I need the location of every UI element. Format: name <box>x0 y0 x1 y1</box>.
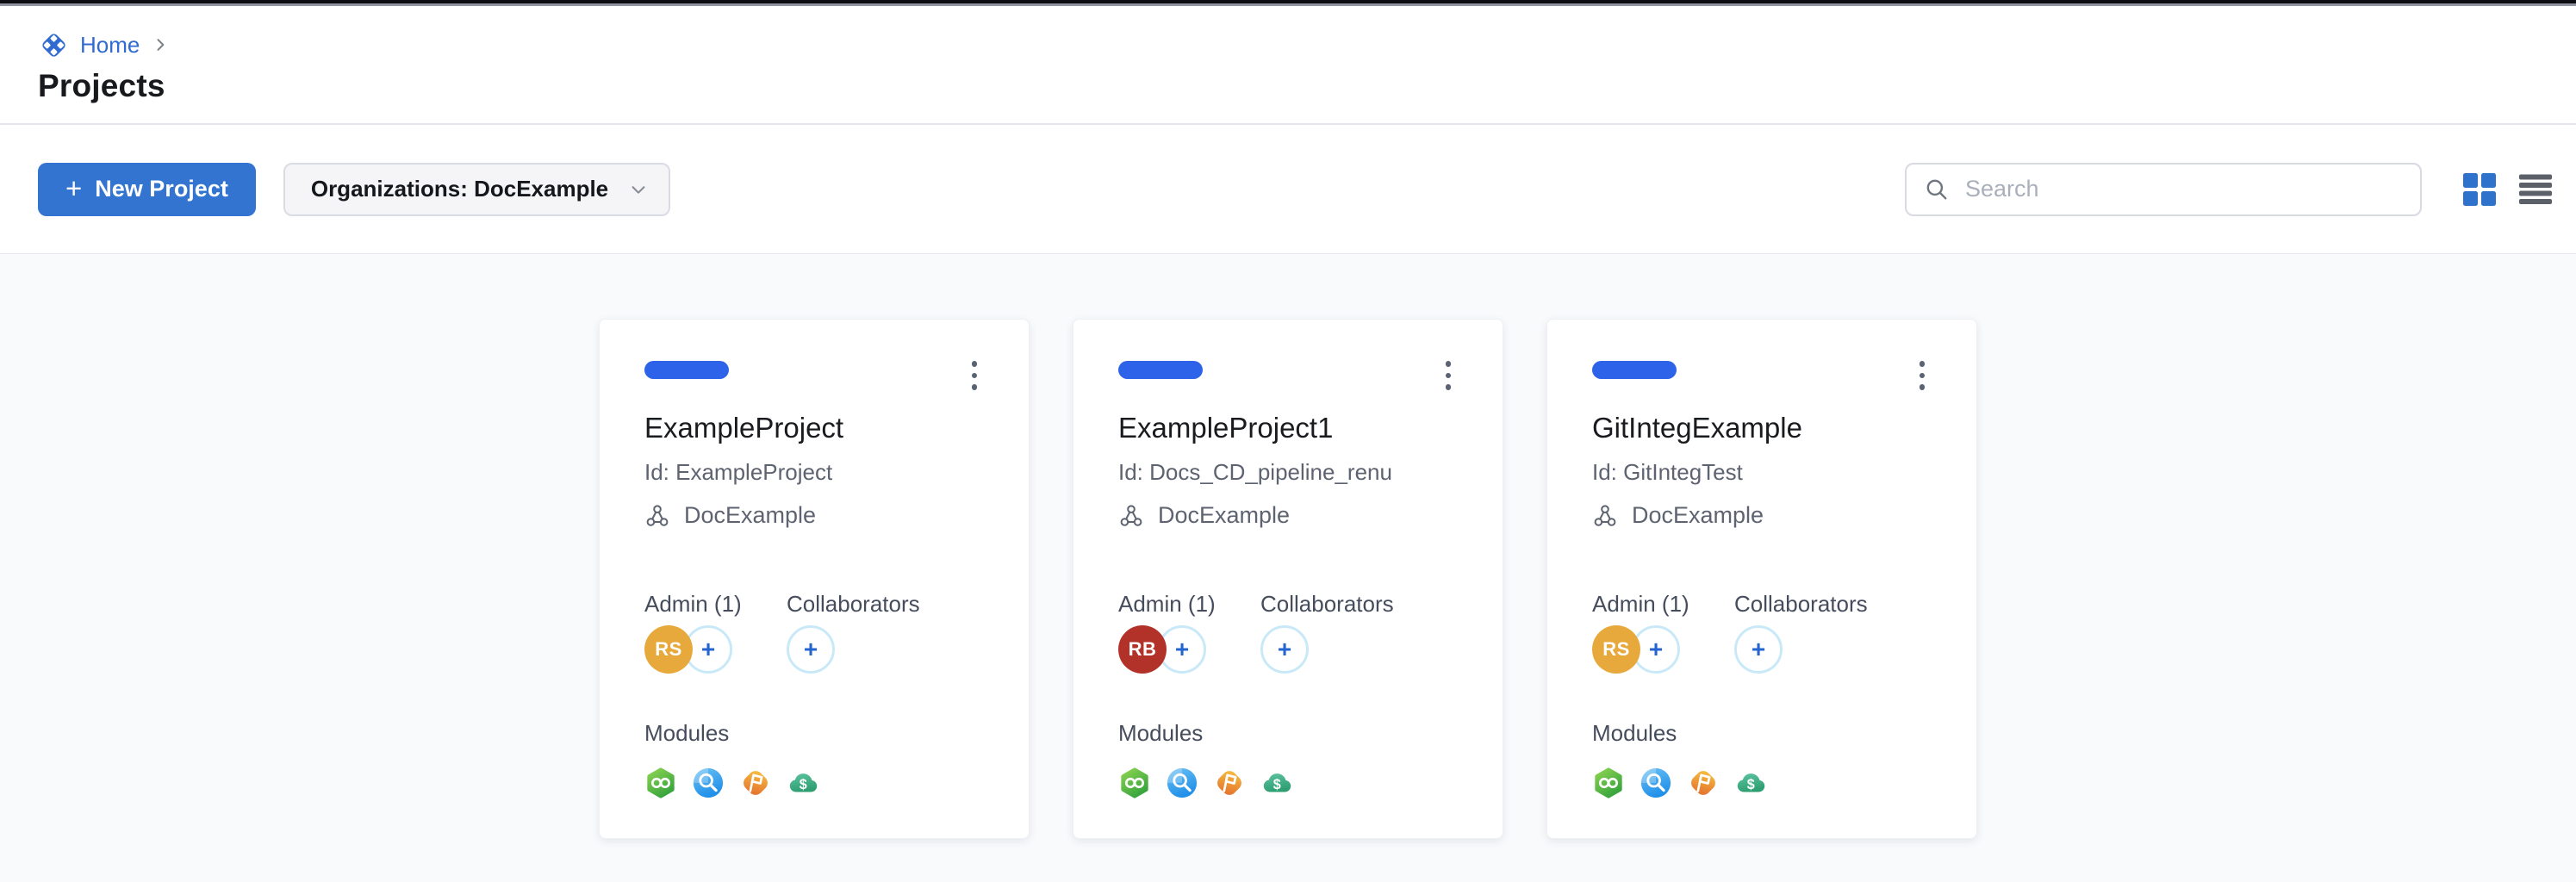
feature-flags-module-icon[interactable] <box>1213 767 1246 799</box>
admin-label: Admin (1) <box>1118 591 1216 617</box>
project-title[interactable]: ExampleProject1 <box>1118 412 1334 444</box>
project-id: Id: ExampleProject <box>644 459 833 485</box>
grid-view-icon <box>2463 173 2496 206</box>
projects-diamond-logo-icon <box>38 29 70 61</box>
srm-module-icon[interactable] <box>1166 767 1198 799</box>
project-title[interactable]: GitIntegExample <box>1592 412 1802 444</box>
add-collaborator-button[interactable]: + <box>787 625 835 674</box>
cd-module-icon[interactable] <box>1592 767 1625 799</box>
add-admin-button[interactable]: + <box>684 625 732 674</box>
organization-row: DocExample <box>1118 502 1458 529</box>
project-card[interactable]: ExampleProject Id: ExampleProject DocExa… <box>599 319 1030 839</box>
cloud-cost-module-icon[interactable] <box>1734 767 1767 799</box>
breadcrumb-home-link[interactable]: Home <box>80 32 140 58</box>
srm-module-icon[interactable] <box>1640 767 1672 799</box>
project-color-bar <box>1118 361 1203 379</box>
projects-grid: ExampleProject Id: ExampleProject DocExa… <box>0 254 2576 839</box>
cd-module-icon[interactable] <box>1118 767 1151 799</box>
collaborators-label: Collaborators <box>1734 591 1868 617</box>
project-title[interactable]: ExampleProject <box>644 412 844 444</box>
plus-icon: + <box>65 171 83 204</box>
organization-name: DocExample <box>684 502 817 528</box>
search-box[interactable] <box>1905 162 2422 216</box>
organization-row: DocExample <box>1592 502 1932 529</box>
admin-avatar[interactable]: RB <box>1118 625 1167 674</box>
kebab-menu-button[interactable] <box>965 359 985 392</box>
modules-row <box>1118 767 1458 799</box>
project-id: Id: Docs_CD_pipeline_renu <box>1118 459 1392 485</box>
window-edge-strip <box>0 0 2576 6</box>
new-project-button[interactable]: + New Project <box>38 162 256 216</box>
toolbar: + New Project Organizations: DocExample <box>0 125 2576 254</box>
cloud-cost-module-icon[interactable] <box>787 767 819 799</box>
cloud-cost-module-icon[interactable] <box>1260 767 1293 799</box>
modules-label: Modules <box>1118 720 1204 746</box>
chevron-right-icon <box>152 36 169 53</box>
search-icon <box>1924 177 1950 202</box>
modules-label: Modules <box>644 720 730 746</box>
admin-avatar[interactable]: RS <box>644 625 693 674</box>
project-card[interactable]: ExampleProject1 Id: Docs_CD_pipeline_ren… <box>1073 319 1503 839</box>
search-input[interactable] <box>1963 175 2403 203</box>
project-color-bar <box>644 361 729 379</box>
cd-module-icon[interactable] <box>644 767 677 799</box>
list-view-button[interactable] <box>2519 173 2552 206</box>
modules-row <box>644 767 984 799</box>
add-collaborator-button[interactable]: + <box>1734 625 1783 674</box>
collaborators-label: Collaborators <box>1260 591 1394 617</box>
project-id: Id: GitIntegTest <box>1592 459 1743 485</box>
organization-row: DocExample <box>644 502 984 529</box>
collaborators-label: Collaborators <box>787 591 920 617</box>
kebab-menu-button[interactable] <box>1439 359 1459 392</box>
organization-icon <box>644 503 670 529</box>
organizations-filter-dropdown[interactable]: Organizations: DocExample <box>283 162 671 216</box>
view-toggle <box>2463 173 2552 206</box>
people-row: Admin (1) RB + Collaborators + <box>1118 591 1458 674</box>
page-title: Projects <box>38 68 165 103</box>
new-project-label: New Project <box>95 176 228 202</box>
people-row: Admin (1) RS + Collaborators + <box>1592 591 1932 674</box>
organization-icon <box>1592 503 1618 529</box>
card-top <box>1118 359 1458 390</box>
srm-module-icon[interactable] <box>692 767 725 799</box>
feature-flags-module-icon[interactable] <box>1687 767 1720 799</box>
people-row: Admin (1) RS + Collaborators + <box>644 591 984 674</box>
organization-icon <box>1118 503 1144 529</box>
admin-label: Admin (1) <box>644 591 742 617</box>
page-header: Home Projects <box>0 6 2576 125</box>
feature-flags-module-icon[interactable] <box>739 767 772 799</box>
project-card[interactable]: GitIntegExample Id: GitIntegTest DocExam… <box>1546 319 1977 839</box>
organization-name: DocExample <box>1158 502 1291 528</box>
admin-label: Admin (1) <box>1592 591 1689 617</box>
modules-label: Modules <box>1592 720 1677 746</box>
chevron-down-icon <box>629 180 648 199</box>
breadcrumb: Home <box>38 28 2576 61</box>
grid-view-button[interactable] <box>2463 173 2496 206</box>
add-collaborator-button[interactable]: + <box>1260 625 1309 674</box>
kebab-menu-button[interactable] <box>1913 359 1932 392</box>
admin-avatar[interactable]: RS <box>1592 625 1640 674</box>
modules-row <box>1592 767 1932 799</box>
card-top <box>644 359 984 390</box>
organizations-filter-label: Organizations: DocExample <box>310 176 609 202</box>
list-view-icon <box>2519 173 2552 206</box>
card-top <box>1592 359 1932 390</box>
organization-name: DocExample <box>1632 502 1764 528</box>
project-color-bar <box>1592 361 1677 379</box>
